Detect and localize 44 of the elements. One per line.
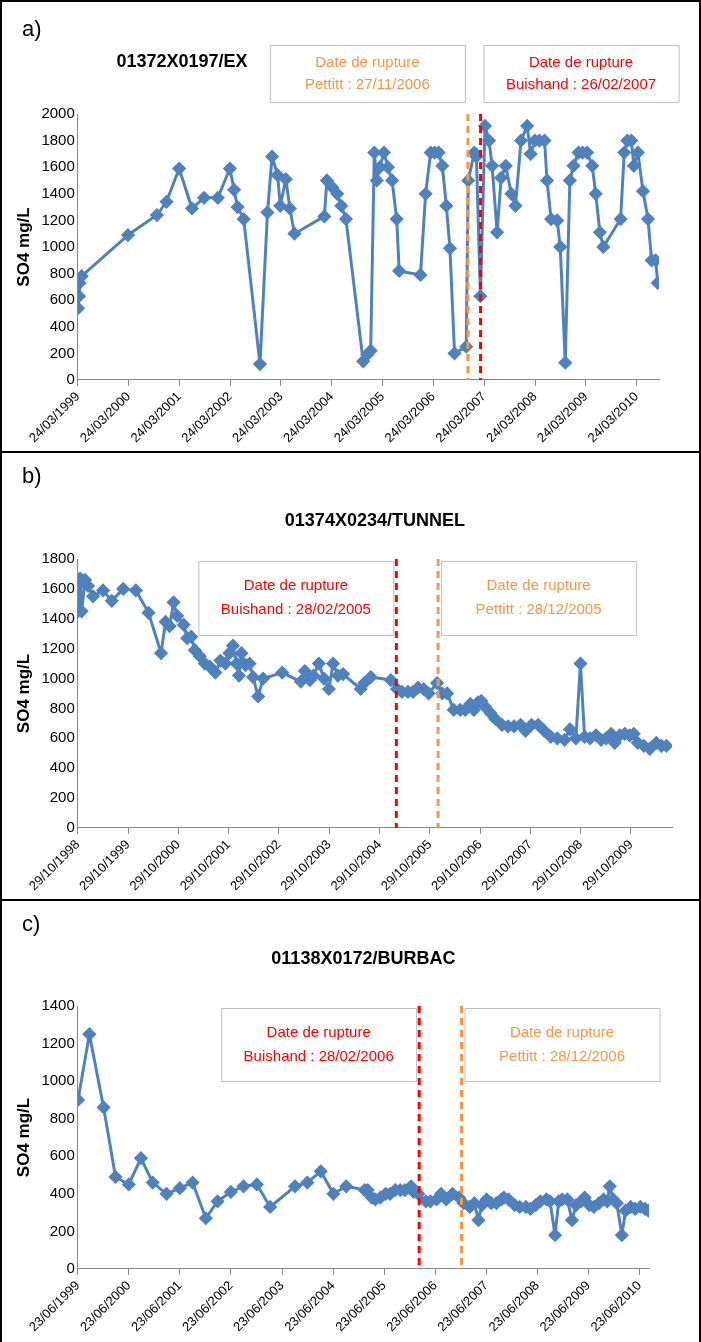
y-tick-label: 600 <box>49 1146 75 1164</box>
ref-line-label: Date de rupture Pettitt : 28/12/2005 <box>475 576 602 618</box>
ref-line-label: Date de rupture Buishand : 28/02/2005 <box>220 576 371 618</box>
y-tick-label: 1600 <box>41 579 75 597</box>
chart-title: 01374X0234/TUNNEL <box>284 509 465 530</box>
y-tick-label: 1000 <box>41 668 75 686</box>
y-tick-label: 1200 <box>41 1033 75 1051</box>
y-axis-title: SO4 mg/L <box>13 1097 33 1178</box>
y-tick-label: 0 <box>66 818 75 836</box>
y-tick-label: 800 <box>49 1108 75 1126</box>
y-tick-label: 1800 <box>41 549 75 567</box>
ref-line-label: Date de rupture Pettitt : 28/12/2006 <box>499 1022 625 1064</box>
text: a) <box>22 16 42 42</box>
text: c) <box>22 911 41 937</box>
y-tick-label: 800 <box>49 263 75 281</box>
y-tick-label: 1600 <box>41 157 75 175</box>
ref-line-label: Date de rupture Buishand : 26/02/2007 <box>505 52 657 92</box>
y-tick-label: 1000 <box>41 1071 75 1089</box>
y-tick-label: 600 <box>49 728 75 746</box>
y-tick-label: 1400 <box>41 608 75 626</box>
y-tick-label: 200 <box>49 343 75 361</box>
chart-title: 01372X0197/EX <box>116 50 248 71</box>
y-tick-label: 400 <box>49 316 75 334</box>
y-tick-label: 200 <box>49 788 75 806</box>
ref-line-label: Date de rupture Pettitt : 27/11/2006 <box>304 52 430 92</box>
y-tick-label: 200 <box>49 1221 75 1239</box>
y-tick-label: 1400 <box>41 183 75 201</box>
y-tick-label: 1000 <box>41 237 75 255</box>
ref-line-label: Date de rupture Buishand : 28/02/2006 <box>243 1022 394 1064</box>
y-tick-label: 400 <box>49 758 75 776</box>
y-tick-label: 0 <box>66 370 75 388</box>
y-tick-label: 400 <box>49 1183 75 1201</box>
chart-title: 01138X0172/BURBAC <box>271 947 456 968</box>
y-axis-title: SO4 mg/L <box>13 207 33 287</box>
y-tick-label: 800 <box>49 698 75 716</box>
y-tick-label: 1200 <box>41 210 75 228</box>
y-tick-label: 0 <box>66 1259 75 1277</box>
y-tick-label: 600 <box>49 290 75 308</box>
y-tick-label: 1400 <box>41 996 75 1014</box>
y-tick-label: 1800 <box>41 130 75 148</box>
y-tick-label: 1200 <box>41 638 75 656</box>
text: b) <box>22 463 42 489</box>
y-tick-label: 2000 <box>41 104 75 122</box>
y-axis-title: SO4 mg/L <box>13 653 33 734</box>
